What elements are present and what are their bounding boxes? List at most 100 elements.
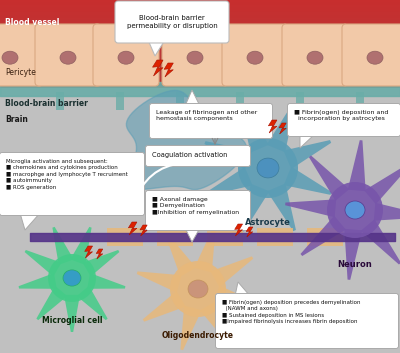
Polygon shape (279, 123, 286, 134)
Bar (0, 81, 400, 82)
Polygon shape (266, 104, 295, 152)
Text: Astrocyte: Astrocyte (245, 218, 291, 227)
Bar (0, 85, 400, 86)
Bar (0, 38, 400, 39)
Bar (0, 21, 400, 22)
Polygon shape (194, 228, 216, 273)
Text: Blood-brain barrier
permeability or disruption: Blood-brain barrier permeability or disr… (127, 15, 217, 29)
Bar (356, 92, 364, 110)
Bar (0, 12, 400, 13)
Bar (296, 92, 304, 110)
FancyBboxPatch shape (35, 24, 101, 86)
FancyBboxPatch shape (342, 24, 400, 86)
Bar (0, 20, 400, 21)
Polygon shape (77, 286, 108, 320)
Polygon shape (300, 216, 346, 256)
Bar (0, 1, 400, 2)
Polygon shape (268, 120, 277, 133)
Polygon shape (180, 306, 202, 350)
Polygon shape (137, 271, 181, 293)
Polygon shape (284, 140, 331, 169)
Ellipse shape (170, 261, 226, 317)
Polygon shape (374, 203, 400, 221)
Bar (0, 69, 400, 70)
Ellipse shape (60, 51, 76, 64)
Bar (56, 92, 64, 110)
Bar (0, 68, 400, 69)
Polygon shape (82, 250, 119, 276)
Polygon shape (96, 249, 103, 259)
Bar (0, 75, 400, 76)
Bar (0, 72, 400, 73)
FancyBboxPatch shape (0, 152, 144, 215)
Bar (0, 40, 400, 41)
Ellipse shape (118, 51, 134, 64)
Polygon shape (19, 273, 57, 289)
Polygon shape (36, 286, 67, 320)
Bar (0, 65, 400, 66)
Bar (107, 228, 143, 246)
Bar (0, 36, 400, 37)
Ellipse shape (345, 201, 365, 219)
Polygon shape (152, 60, 163, 76)
FancyBboxPatch shape (93, 24, 159, 86)
Polygon shape (348, 140, 366, 191)
Polygon shape (126, 90, 246, 190)
FancyBboxPatch shape (222, 24, 288, 86)
Polygon shape (200, 301, 231, 344)
Bar (0, 14, 400, 15)
Bar (0, 42, 400, 43)
Polygon shape (235, 224, 242, 236)
Bar (0, 39, 400, 40)
Text: Coagulation activation: Coagulation activation (152, 152, 227, 158)
Bar (0, 50, 400, 51)
Bar (0, 10, 400, 11)
Bar (176, 92, 184, 110)
Polygon shape (143, 291, 186, 322)
Polygon shape (185, 90, 200, 106)
Bar (0, 13, 400, 14)
Bar (0, 47, 400, 48)
Polygon shape (52, 227, 74, 265)
Bar (0, 78, 400, 79)
Bar (157, 228, 193, 246)
Ellipse shape (327, 182, 383, 238)
Polygon shape (70, 227, 92, 265)
Polygon shape (240, 105, 269, 152)
Bar (0, 70, 400, 71)
Bar (0, 74, 400, 75)
Bar (0, 4, 400, 5)
Ellipse shape (307, 51, 323, 64)
Polygon shape (344, 229, 362, 280)
FancyBboxPatch shape (288, 103, 400, 137)
Polygon shape (215, 285, 259, 307)
Bar (0, 86, 400, 87)
Polygon shape (241, 184, 270, 232)
Text: ■ Fibrin(ogen) deposition and
  incorporation by astrocytes: ■ Fibrin(ogen) deposition and incorporat… (294, 110, 388, 121)
Bar (0, 82, 400, 83)
Ellipse shape (367, 51, 383, 64)
Bar (0, 73, 400, 74)
Bar (0, 41, 400, 42)
Bar (0, 58, 400, 59)
Ellipse shape (238, 138, 298, 198)
Bar (0, 25, 400, 26)
Polygon shape (20, 213, 40, 230)
Bar (0, 63, 400, 64)
Bar (0, 34, 400, 35)
Text: ■ Fibrin(ogen) deposition precedes demyelination
  (NAWM and axons)
■ Sustained : ■ Fibrin(ogen) deposition precedes demye… (222, 300, 360, 324)
Bar (0, 7, 400, 8)
Polygon shape (284, 167, 332, 195)
Bar (0, 51, 400, 52)
FancyBboxPatch shape (282, 24, 348, 86)
Bar (0, 19, 400, 20)
Bar (0, 59, 400, 60)
Bar (0, 37, 400, 38)
Bar (0, 79, 400, 80)
Bar (0, 84, 400, 85)
Polygon shape (205, 167, 252, 196)
Bar (0, 17, 400, 18)
Bar (0, 33, 400, 34)
Polygon shape (309, 156, 349, 201)
Bar (0, 45, 400, 46)
